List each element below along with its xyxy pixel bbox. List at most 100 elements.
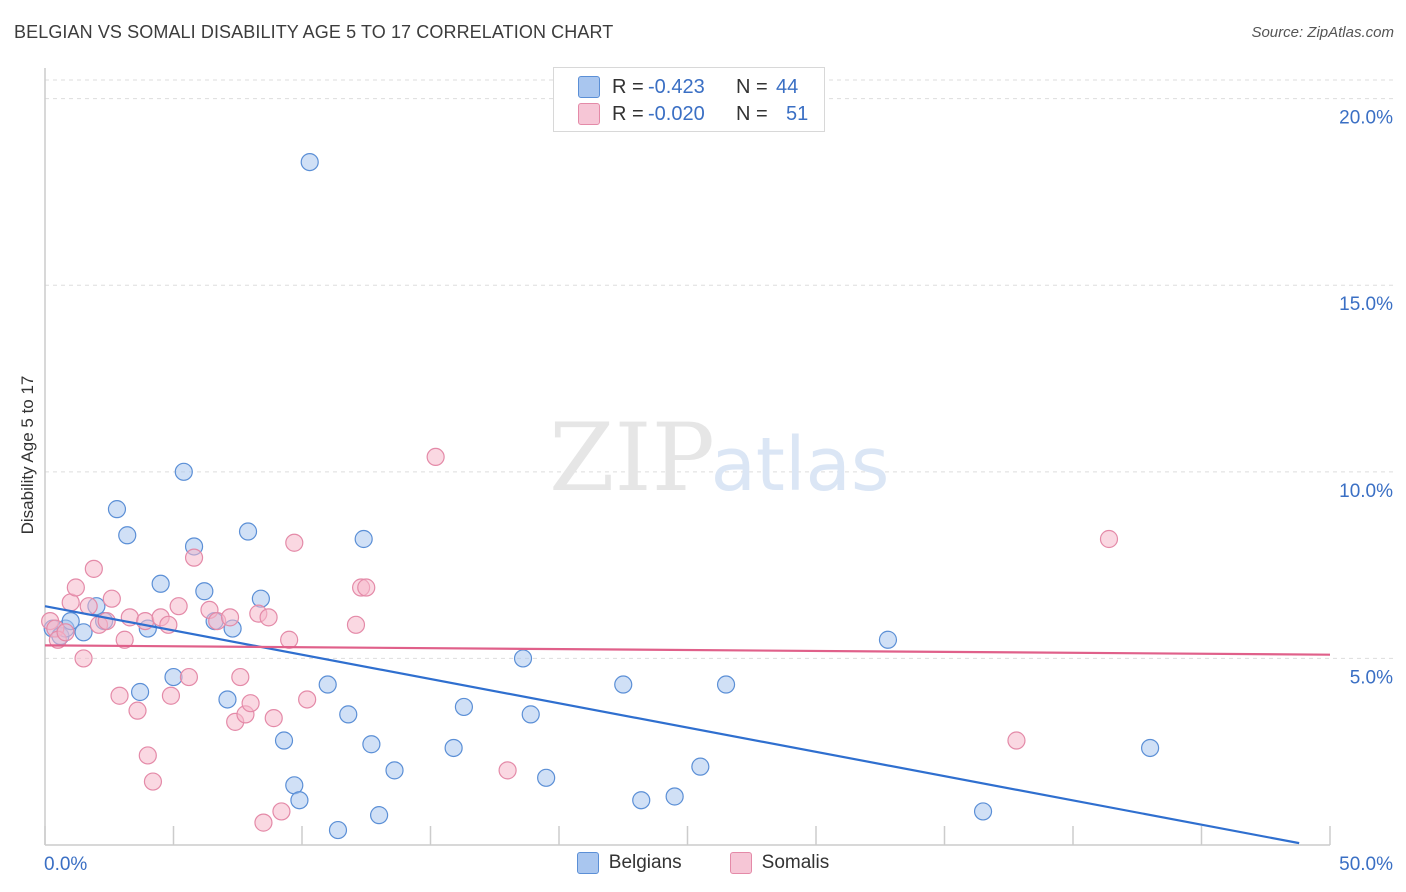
belgian-point — [973, 802, 993, 821]
somali-legend-swatch — [729, 852, 752, 874]
belgian-point — [362, 735, 381, 754]
somali-point — [110, 686, 129, 705]
somali-point — [97, 611, 116, 631]
somali-point — [115, 630, 134, 649]
somali-point — [272, 802, 291, 821]
source-label: Source: ZipAtlas.com — [1251, 24, 1394, 41]
belgian-point — [238, 522, 258, 541]
watermark-atlas: atlas — [711, 422, 890, 508]
somali-point — [102, 589, 121, 608]
belgian-point — [385, 761, 404, 780]
belgian-point — [354, 529, 373, 549]
somali-point — [220, 608, 240, 627]
belgian-trend-line — [44, 605, 1300, 845]
somali-point — [426, 447, 445, 467]
x-tick-label: 0.0% — [44, 854, 87, 875]
belgian-point — [632, 791, 651, 810]
y-tick-label: 15.0% — [1339, 294, 1393, 315]
legend-r-value: -0.020 — [648, 102, 705, 125]
belgian-point — [107, 500, 127, 519]
belgian-point — [251, 589, 270, 608]
grid-layer — [45, 79, 1393, 659]
trend-layer — [44, 605, 1331, 845]
belgian-point — [537, 768, 556, 787]
belgian-point — [513, 649, 533, 668]
somali-point — [254, 813, 273, 832]
belgian-point — [370, 806, 389, 825]
legend-item-somalis[interactable]: Somalis — [729, 852, 830, 874]
belgian-point — [118, 526, 137, 545]
belgian-point — [444, 738, 463, 758]
somali-point — [298, 690, 317, 709]
chart-title: BELGIAN VS SOMALI DISABILITY AGE 5 TO 17… — [14, 22, 614, 42]
tick-labels: 5.0% 10.0% 15.0% 20.0% 0.0% 50.0% — [44, 108, 1393, 875]
somali-point — [357, 578, 376, 597]
somali-point — [241, 694, 260, 713]
somali-point — [184, 548, 204, 567]
belgian-point — [328, 820, 348, 840]
belgian-point — [521, 705, 540, 724]
somali-point — [74, 649, 93, 668]
somali-point — [280, 630, 299, 649]
stats-legend: R = -0.423 N = 44 R = -0.020 N = 51 — [553, 67, 825, 132]
somali-point — [138, 746, 157, 765]
somali-point — [231, 667, 250, 687]
somali-point — [143, 772, 163, 791]
watermark: ZIP atlas — [549, 404, 889, 513]
belgian-point — [318, 675, 337, 694]
somali-swatch — [578, 103, 600, 125]
axes — [44, 68, 1331, 846]
somali-point — [264, 709, 283, 728]
y-tick-label: 5.0% — [1350, 667, 1393, 688]
belgian-point — [174, 462, 193, 481]
legend-n-value: 44 — [776, 75, 799, 98]
belgian-point — [300, 152, 319, 172]
somali-point — [285, 533, 304, 552]
belgian-point — [290, 791, 309, 810]
legend-row-somalis: R = -0.020 N = 51 — [578, 101, 808, 127]
series-legend: Belgians Somalis — [0, 852, 1406, 874]
somali-point — [259, 608, 278, 627]
belgian-point — [614, 675, 633, 694]
belgian-point — [454, 697, 474, 717]
legend-item-belgians[interactable]: Belgians — [576, 852, 682, 874]
somali-point — [66, 578, 85, 597]
belgian-point — [1140, 738, 1160, 758]
somali-point — [1007, 731, 1026, 750]
belgian-point — [195, 582, 214, 601]
belgian-point — [691, 757, 710, 776]
somali-point — [79, 597, 98, 616]
legend-n-label: N = — [736, 102, 768, 125]
watermark-zip: ZIP — [549, 404, 715, 513]
somali-point — [346, 615, 366, 634]
belgian-point — [878, 630, 898, 649]
somali-point — [161, 686, 181, 705]
belgian-point — [130, 682, 150, 702]
somali-point — [84, 559, 103, 578]
legend-n-label: N = — [736, 75, 768, 98]
legend-n-value: 51 — [786, 102, 809, 125]
legend-label-belgians: Belgians — [608, 852, 682, 873]
somali-point — [128, 701, 147, 720]
somali-point — [179, 667, 199, 687]
somali-point — [1099, 529, 1119, 549]
belgian-point — [164, 667, 183, 687]
belgian-point — [218, 690, 237, 709]
belgian-point — [274, 731, 294, 750]
belgian-legend-swatch — [576, 852, 599, 874]
y-tick-label: 10.0% — [1339, 481, 1393, 502]
legend-r-value: -0.423 — [648, 75, 705, 98]
somali-point — [169, 597, 188, 616]
legend-row-belgians: R = -0.423 N = 44 — [578, 74, 798, 100]
belgian-point — [74, 623, 93, 642]
belgian-point — [665, 787, 684, 806]
legend-label-somalis: Somalis — [761, 852, 830, 873]
somali-point — [56, 623, 75, 642]
somali-trend-line — [44, 644, 1331, 656]
x-tick-label: 50.0% — [1339, 854, 1393, 875]
somali-point — [498, 761, 517, 780]
y-tick-label: 20.0% — [1339, 108, 1393, 129]
legend-r-label: R = — [612, 102, 644, 125]
belgian-point — [716, 675, 736, 694]
